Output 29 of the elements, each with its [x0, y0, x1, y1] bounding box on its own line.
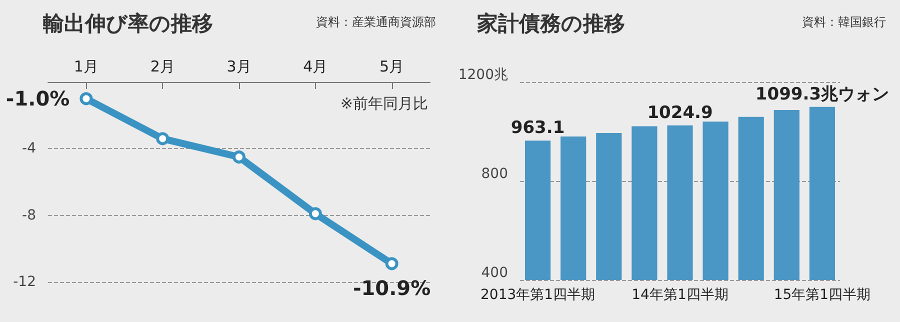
chart-title: 輸出伸び率の推移: [42, 12, 213, 36]
x-tick-label: 2013年第1四半期: [480, 287, 596, 303]
x-tick-label: 5月: [380, 58, 404, 76]
x-tick-label: 3月: [226, 58, 252, 76]
point: [308, 207, 322, 220]
point: [80, 92, 93, 106]
point: [385, 257, 398, 270]
data-label: -10.9%: [352, 276, 431, 300]
y-tick-label: -12: [13, 274, 36, 290]
point: [232, 150, 246, 164]
data-label: 963.1: [510, 118, 565, 138]
annotation: ※前年同月比: [340, 94, 428, 112]
point: [156, 132, 170, 146]
text: 資料：産業通商資源部: [316, 15, 436, 29]
x-tick-label: 4月: [303, 58, 328, 76]
y-tick-label: 800: [481, 166, 508, 182]
x-tick-label: 15年第1四半期: [774, 287, 871, 303]
x-tick-label: 14年第1四半期: [632, 287, 728, 303]
y-tick-label: -4: [22, 140, 36, 157]
y-tick-label: 400: [481, 265, 508, 281]
data-label: 1024.9: [647, 102, 713, 123]
data-label: -1.0%: [6, 86, 70, 111]
text: 資料：韓国銀行: [802, 15, 886, 29]
chart-title: 家計債務の推移: [476, 12, 625, 36]
y-tick-label: -8: [22, 207, 36, 224]
x-tick-label: 1月: [74, 58, 98, 76]
y-tick-label: 1200兆: [458, 67, 508, 83]
x-tick-label: 2月: [150, 58, 175, 76]
data-label: 1099.3兆ウォン: [755, 84, 890, 104]
